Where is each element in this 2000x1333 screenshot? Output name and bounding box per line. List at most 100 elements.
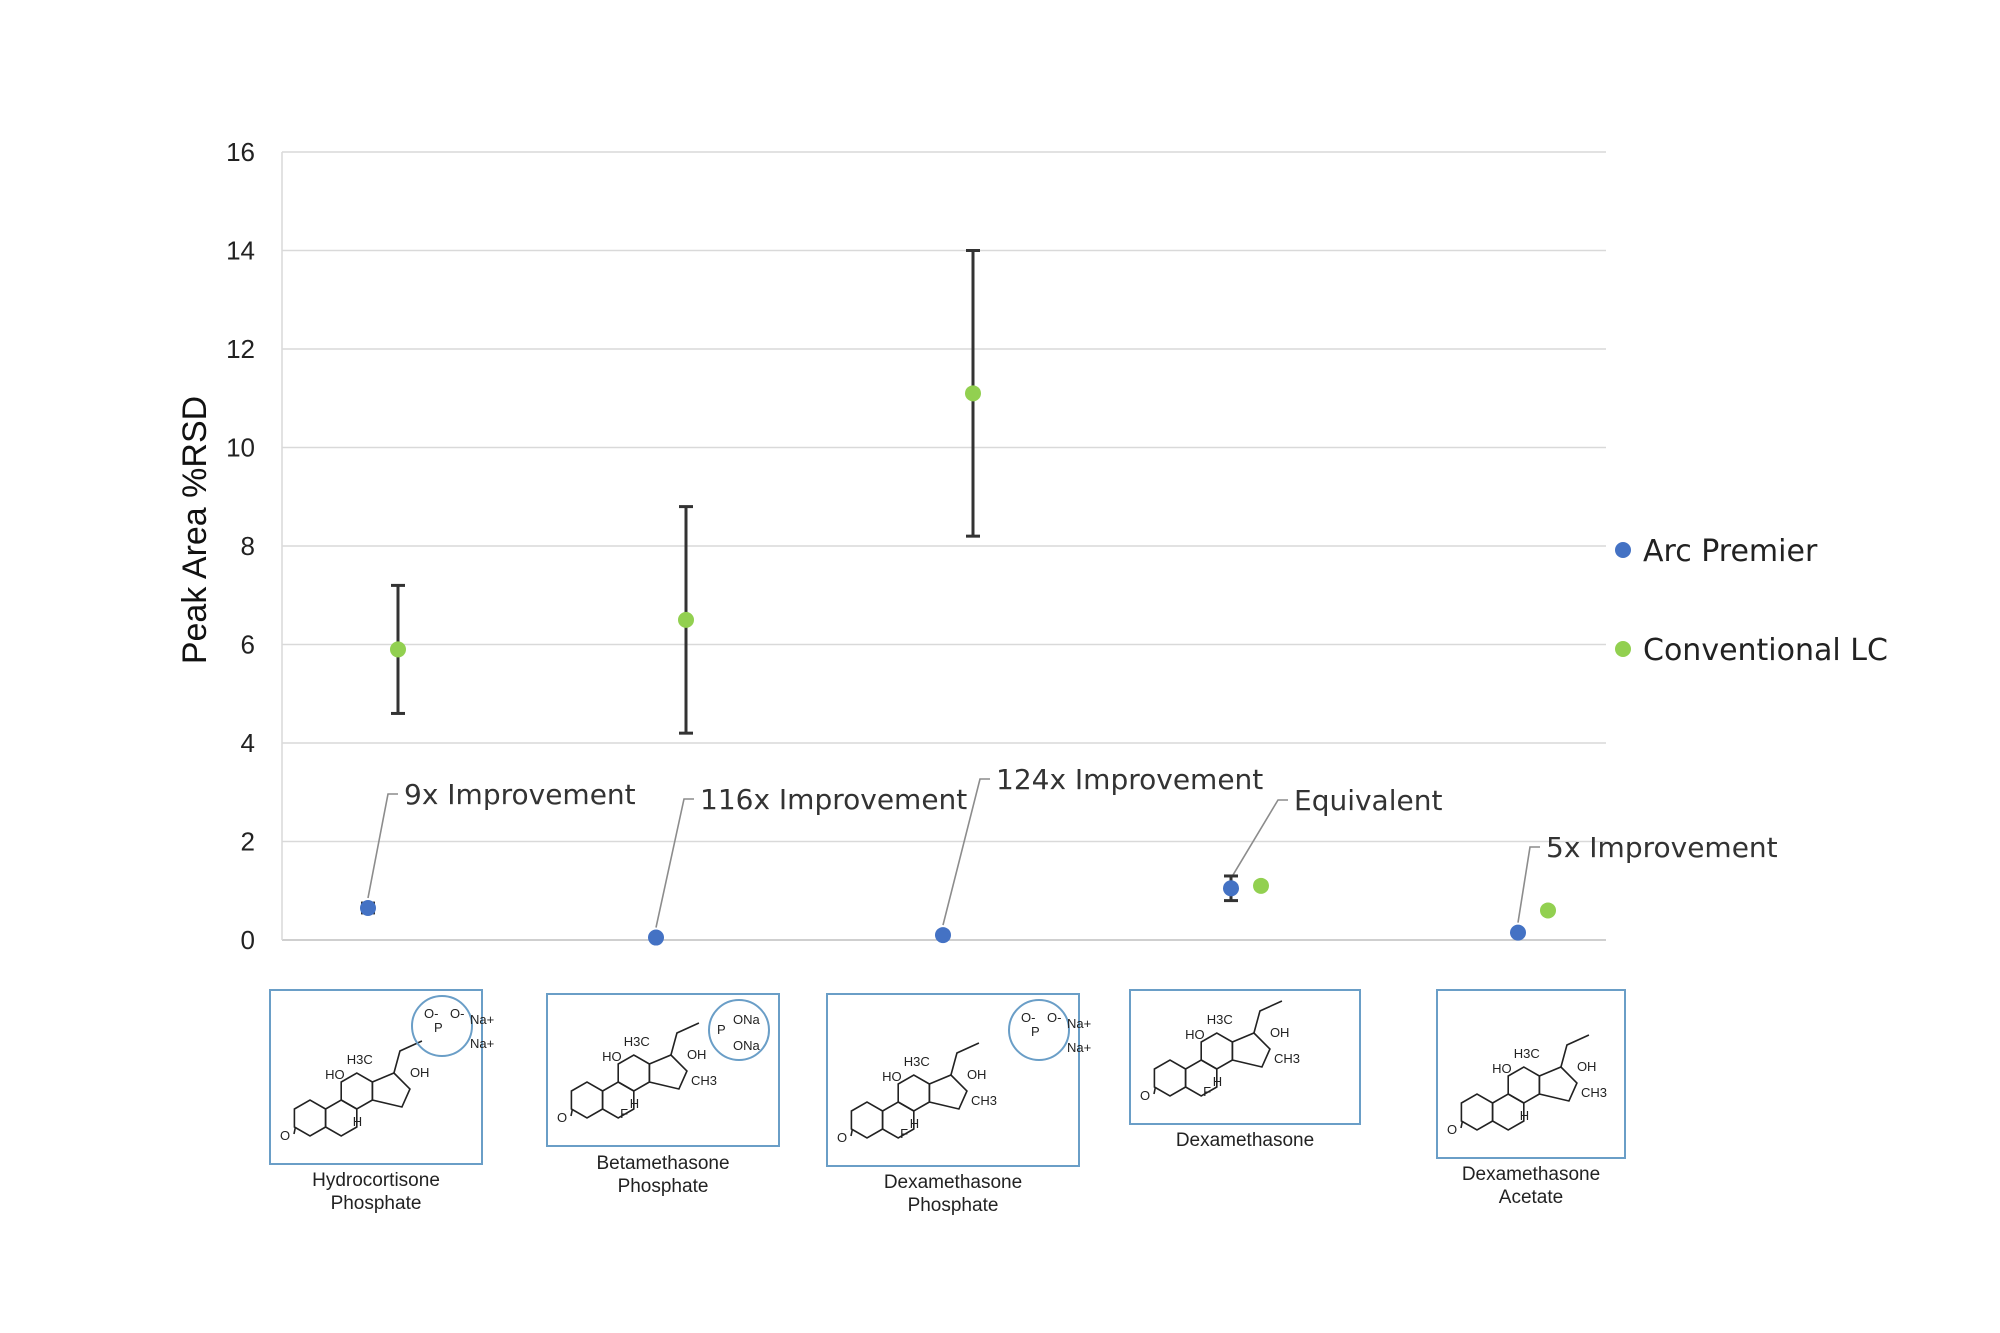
atom-label: CH3 [1581,1085,1607,1100]
legend-marker [1615,641,1631,657]
y-tick-labels: 0 2 4 6 8 10 12 14 16 [226,137,255,955]
y-tick-label: 2 [241,827,255,857]
legend: Arc Premier Conventional LC [1615,534,1888,668]
atom-label: OH [1577,1059,1597,1074]
structure-caption: Betamethasone [596,1153,729,1174]
annotation-label: Equivalent [1294,784,1442,817]
atom-label: P [434,1020,443,1035]
carbonyl-bond [1460,1120,1464,1129]
legend-label: Conventional LC [1643,633,1888,668]
structure-caption: Dexamethasone [1176,1130,1314,1151]
structure-caption: Phosphate [908,1195,999,1216]
atom-label: H3C [1207,1012,1233,1027]
atom-label: O- [450,1006,464,1021]
side-chain [1560,1034,1590,1068]
legend-marker [1615,542,1631,558]
atom-label: H3C [624,1034,650,1049]
carbonyl-bond [570,1108,574,1117]
ring-d [1538,1066,1578,1102]
annotation-leader [655,798,694,928]
atom-label: O- [424,1006,438,1021]
structure-panel: O HO H H3C OH F CH3 Dexamethasone [1129,989,1361,1151]
atom-label: ONa [733,1038,761,1053]
side-chain [393,1040,423,1074]
annotation-leader [942,778,990,926]
atom-label: P [717,1022,726,1037]
atom-label: O- [1021,1010,1035,1025]
carbonyl-bond [293,1126,297,1135]
y-tick-label: 14 [226,236,255,266]
annotations: 9x Improvement 116x Improvement 124x Impro… [367,763,1778,928]
structure-panel: O HO H H3C OH F CH3 P ONa ONa BetamethasonePhospha… [546,993,780,1197]
legend-label: Arc Premier [1643,534,1818,569]
atom-label: O- [1047,1010,1061,1025]
atom-label: CH3 [971,1093,997,1108]
atom-label: Na+ [1067,1016,1091,1031]
atom-label: P [1031,1024,1040,1039]
structure-box [269,989,483,1165]
atom-label: OH [410,1065,430,1080]
atom-label: H [630,1096,639,1111]
atom-label: O [1447,1122,1457,1137]
y-axis-label: Peak Area %RSD [176,396,214,664]
structure-box [1129,989,1361,1125]
atom-label: CH3 [691,1073,717,1088]
atom-label: F [620,1106,628,1121]
atom-label: HO [1492,1061,1512,1076]
atom-label: H3C [347,1052,373,1067]
atom-label: Na+ [470,1012,494,1027]
structure-caption: Acetate [1499,1187,1563,1208]
annotation-leader [1230,799,1288,879]
structure-caption: Dexamethasone [1462,1164,1600,1185]
y-tick-label: 4 [241,728,255,758]
side-chain [670,1022,700,1056]
atom-label: O [280,1128,290,1143]
annotation-label: 124x Improvement [996,763,1263,796]
data-point [935,927,951,944]
atom-label: ONa [733,1012,761,1027]
ring-d [1231,1032,1271,1068]
ring-d [928,1074,968,1110]
y-tick-label: 0 [241,925,255,955]
annotation-label: 116x Improvement [700,783,967,816]
atom-label: H [1213,1074,1222,1089]
atom-label: H3C [904,1054,930,1069]
data-point [390,641,406,658]
atom-label: O [557,1110,567,1125]
atom-label: F [1203,1084,1211,1099]
atom-label: O [1140,1088,1150,1103]
carbonyl-bond [850,1128,854,1137]
annotation-leader [1517,846,1540,923]
data-point [648,929,664,946]
gridlines [281,151,1606,941]
phosphate-highlight [411,995,473,1057]
phosphate-highlight [708,999,770,1061]
annotation-leader [367,793,398,899]
phosphate-highlight [1008,999,1070,1061]
atom-label: HO [325,1067,345,1082]
data-point [678,611,694,628]
atom-label: OH [687,1047,707,1062]
atom-label: OH [1270,1025,1290,1040]
side-chain [950,1042,980,1076]
side-chain [1253,1000,1283,1034]
atom-label: H [910,1116,919,1131]
y-tick-label: 10 [226,433,255,463]
atom-label: Na+ [470,1036,494,1051]
atom-label: H [1520,1108,1529,1123]
data-point [965,385,981,402]
structure-box [546,993,780,1147]
y-tick-label: 6 [241,630,255,660]
data-point [1253,877,1269,894]
atom-label: HO [602,1049,622,1064]
structure-caption: Phosphate [618,1176,709,1197]
atom-label: OH [967,1067,987,1082]
data-point [1510,924,1526,941]
annotation-label: 5x Improvement [1546,831,1778,864]
atom-label: HO [1185,1027,1205,1042]
